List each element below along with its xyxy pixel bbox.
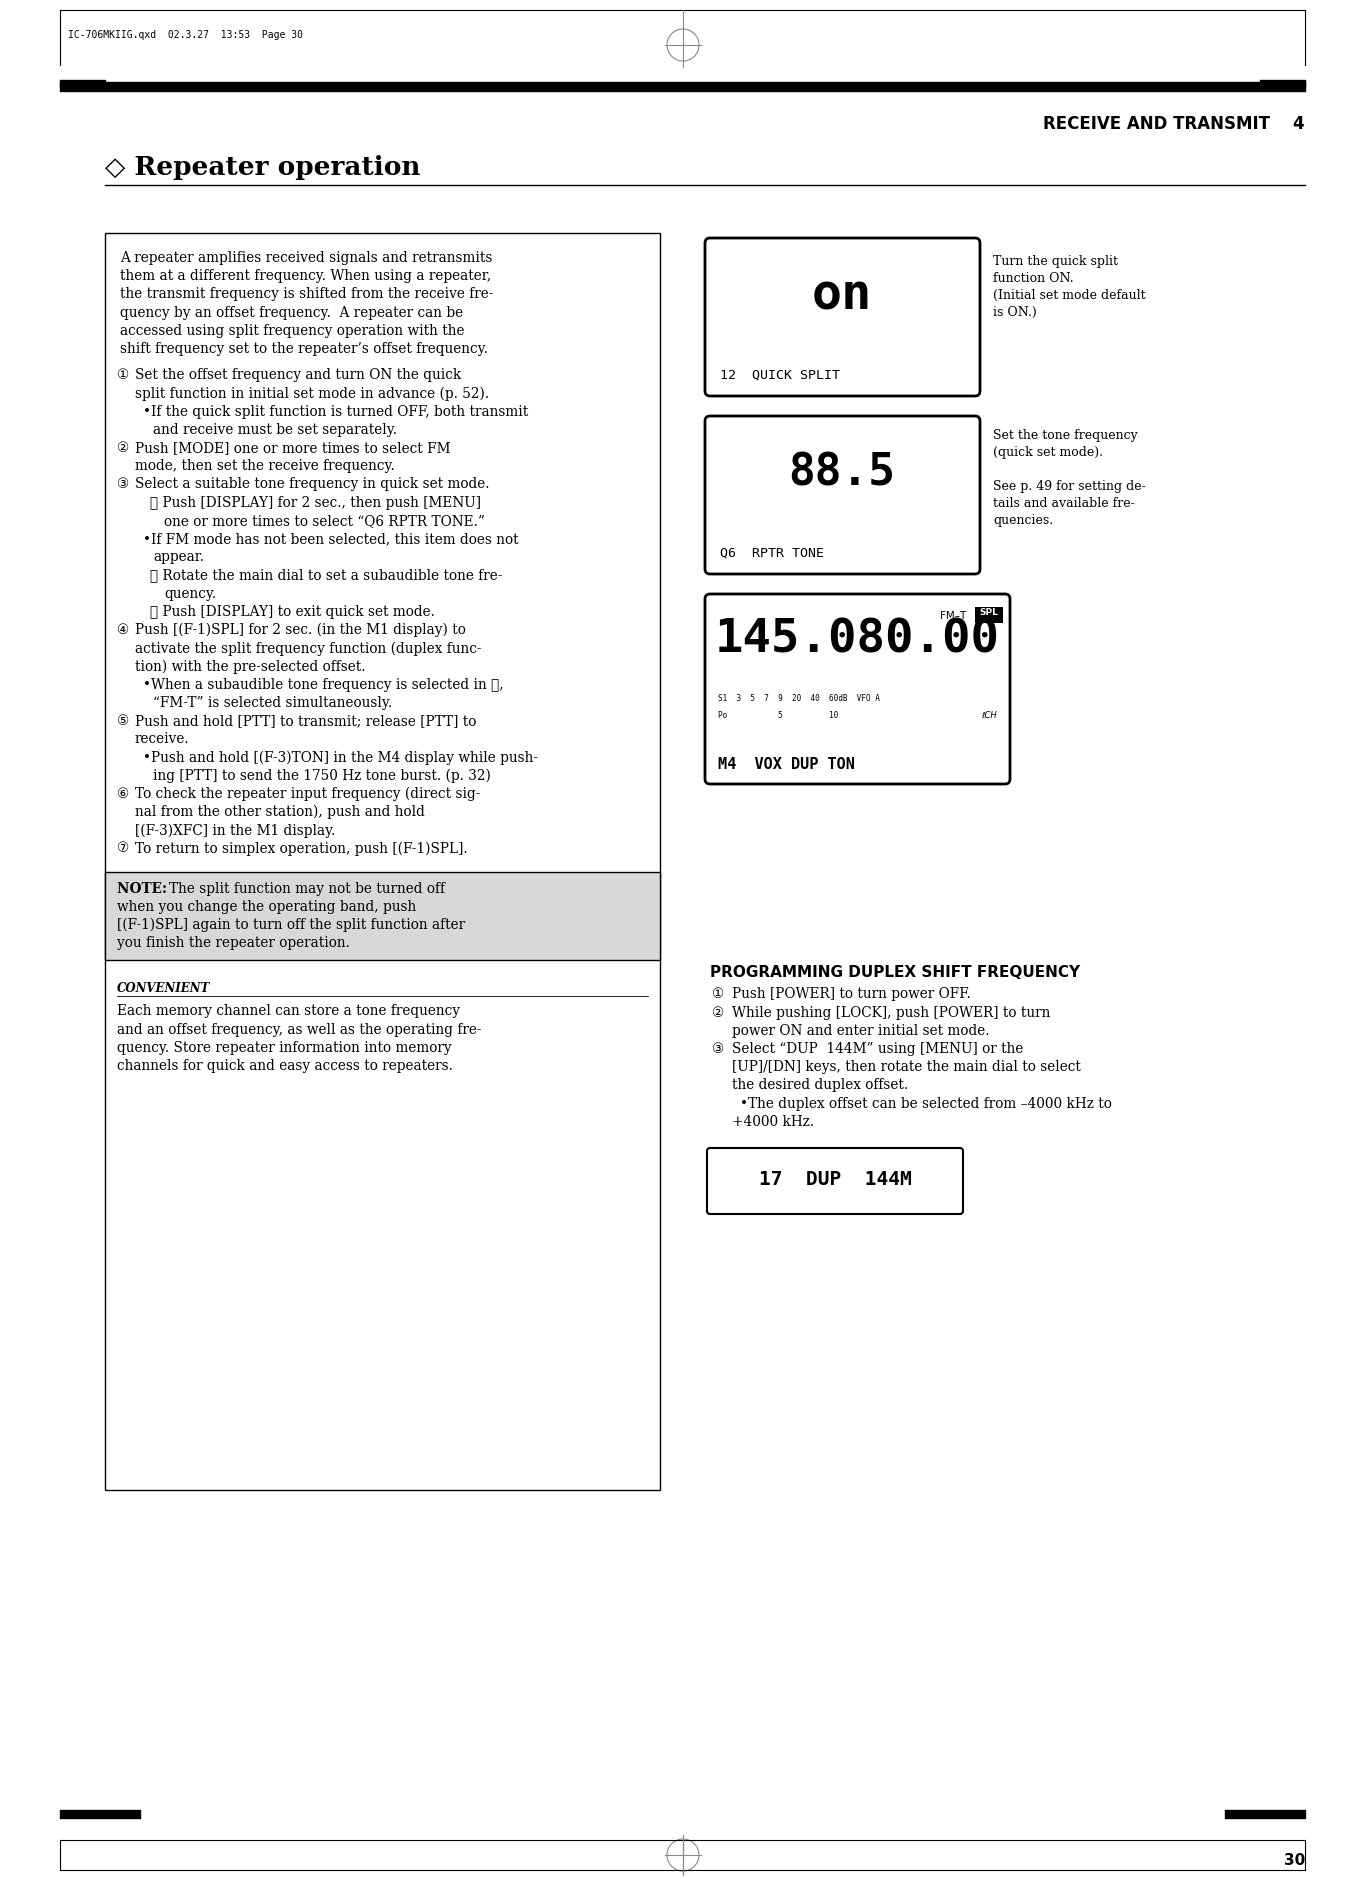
Text: ℓCH: ℓCH xyxy=(981,710,996,720)
Text: To return to simplex operation, push [(F-1)SPL].: To return to simplex operation, push [(F… xyxy=(135,842,468,855)
Text: ➛ Push [DISPLAY] for 2 sec., then push [MENU]: ➛ Push [DISPLAY] for 2 sec., then push [… xyxy=(150,496,480,509)
Text: S1  3  5  7  9  20  40  60dB  VFO A: S1 3 5 7 9 20 40 60dB VFO A xyxy=(718,693,880,703)
Text: function ON.: function ON. xyxy=(992,272,1074,286)
Text: •When a subaudible tone frequency is selected in ③,: •When a subaudible tone frequency is sel… xyxy=(143,678,504,691)
FancyBboxPatch shape xyxy=(105,872,661,960)
Text: Push [(F-1)SPL] for 2 sec. (in the M1 display) to: Push [(F-1)SPL] for 2 sec. (in the M1 di… xyxy=(135,624,465,637)
Text: ➛ Push [DISPLAY] to exit quick set mode.: ➛ Push [DISPLAY] to exit quick set mode. xyxy=(150,605,435,618)
Text: Turn the quick split: Turn the quick split xyxy=(992,256,1118,269)
Text: the transmit frequency is shifted from the receive fre-: the transmit frequency is shifted from t… xyxy=(120,287,493,301)
Text: Push [MODE] one or more times to select FM: Push [MODE] one or more times to select … xyxy=(135,442,450,455)
Text: ➛ Rotate the main dial to set a subaudible tone fre-: ➛ Rotate the main dial to set a subaudib… xyxy=(150,569,502,582)
Text: A repeater amplifies received signals and retransmits: A repeater amplifies received signals an… xyxy=(120,252,493,265)
Text: ing [PTT] to send the 1750 Hz tone burst. (p. 32): ing [PTT] to send the 1750 Hz tone burst… xyxy=(153,769,491,784)
Text: The split function may not be turned off: The split function may not be turned off xyxy=(169,881,445,896)
Text: ⑦: ⑦ xyxy=(117,842,130,855)
Text: nal from the other station), push and hold: nal from the other station), push and ho… xyxy=(135,804,425,819)
Text: ◇ Repeater operation: ◇ Repeater operation xyxy=(105,154,420,180)
Text: •Push and hold [(F-3)TON] in the M4 display while push-: •Push and hold [(F-3)TON] in the M4 disp… xyxy=(143,750,538,765)
Text: one or more times to select “Q6 RPTR TONE.”: one or more times to select “Q6 RPTR TON… xyxy=(164,513,485,528)
Text: on: on xyxy=(812,271,872,319)
Text: To check the repeater input frequency (direct sig-: To check the repeater input frequency (d… xyxy=(135,787,480,800)
Text: 145.080.00: 145.080.00 xyxy=(714,616,999,661)
Text: ①: ① xyxy=(117,368,130,381)
Text: While pushing [LOCK], push [POWER] to turn: While pushing [LOCK], push [POWER] to tu… xyxy=(732,1005,1051,1020)
Text: •If FM mode has not been selected, this item does not: •If FM mode has not been selected, this … xyxy=(143,532,519,547)
Text: [(F-1)SPL] again to turn off the split function after: [(F-1)SPL] again to turn off the split f… xyxy=(117,919,465,932)
Text: Push [POWER] to turn power OFF.: Push [POWER] to turn power OFF. xyxy=(732,986,971,1002)
Text: quency by an offset frequency.  A repeater can be: quency by an offset frequency. A repeate… xyxy=(120,306,463,319)
Text: split function in initial set mode in advance (p. 52).: split function in initial set mode in ad… xyxy=(135,387,489,400)
Text: RECEIVE AND TRANSMIT    4: RECEIVE AND TRANSMIT 4 xyxy=(1043,115,1305,133)
Text: quency. Store repeater information into memory: quency. Store repeater information into … xyxy=(117,1041,452,1054)
Text: ②: ② xyxy=(713,1005,725,1020)
Text: Select a suitable tone frequency in quick set mode.: Select a suitable tone frequency in quic… xyxy=(135,477,490,492)
Text: and receive must be set separately.: and receive must be set separately. xyxy=(153,423,397,436)
Text: ②: ② xyxy=(117,442,130,455)
Text: them at a different frequency. When using a repeater,: them at a different frequency. When usin… xyxy=(120,269,491,284)
Text: PROGRAMMING DUPLEX SHIFT FREQUENCY: PROGRAMMING DUPLEX SHIFT FREQUENCY xyxy=(710,966,1080,981)
Text: when you change the operating band, push: when you change the operating band, push xyxy=(117,900,416,913)
Text: Push and hold [PTT] to transmit; release [PTT] to: Push and hold [PTT] to transmit; release… xyxy=(135,714,476,727)
Text: shift frequency set to the repeater’s offset frequency.: shift frequency set to the repeater’s of… xyxy=(120,342,487,355)
Text: FM–T: FM–T xyxy=(940,611,966,620)
Text: ⑥: ⑥ xyxy=(117,787,130,800)
Text: (quick set mode).: (quick set mode). xyxy=(992,445,1103,458)
Text: 17  DUP  144M: 17 DUP 144M xyxy=(759,1169,912,1189)
Text: •If the quick split function is turned OFF, both transmit: •If the quick split function is turned O… xyxy=(143,404,528,419)
Text: [(F-3)XFC] in the M1 display.: [(F-3)XFC] in the M1 display. xyxy=(135,823,336,838)
FancyBboxPatch shape xyxy=(105,233,661,1490)
Text: is ON.): is ON.) xyxy=(992,306,1037,319)
Text: IC-706MKIIG.qxd  02.3.27  13:53  Page 30: IC-706MKIIG.qxd 02.3.27 13:53 Page 30 xyxy=(68,30,303,39)
Text: ⑤: ⑤ xyxy=(117,714,130,727)
Text: appear.: appear. xyxy=(153,551,203,564)
Text: ④: ④ xyxy=(117,624,130,637)
Text: and an offset frequency, as well as the operating fre-: and an offset frequency, as well as the … xyxy=(117,1022,482,1037)
Text: ③: ③ xyxy=(117,477,130,492)
Text: Set the tone frequency: Set the tone frequency xyxy=(992,428,1138,442)
Text: •The duplex offset can be selected from –4000 kHz to: •The duplex offset can be selected from … xyxy=(740,1097,1112,1110)
Text: quencies.: quencies. xyxy=(992,515,1054,526)
Text: Set the offset frequency and turn ON the quick: Set the offset frequency and turn ON the… xyxy=(135,368,461,381)
Text: 88.5: 88.5 xyxy=(789,451,895,494)
Text: [UP]/[DN] keys, then rotate the main dial to select: [UP]/[DN] keys, then rotate the main dia… xyxy=(732,1060,1081,1075)
Text: Q6  RPTR TONE: Q6 RPTR TONE xyxy=(719,547,824,560)
Text: +4000 kHz.: +4000 kHz. xyxy=(732,1114,814,1129)
Text: mode, then set the receive frequency.: mode, then set the receive frequency. xyxy=(135,458,394,474)
FancyBboxPatch shape xyxy=(704,239,980,396)
Text: Select “DUP  144M” using [MENU] or the: Select “DUP 144M” using [MENU] or the xyxy=(732,1043,1024,1056)
Text: power ON and enter initial set mode.: power ON and enter initial set mode. xyxy=(732,1024,990,1037)
Text: NOTE:: NOTE: xyxy=(117,881,172,896)
Text: ①: ① xyxy=(713,986,725,1002)
Text: ③: ③ xyxy=(713,1043,725,1056)
Text: SPL: SPL xyxy=(980,609,998,616)
Text: (Initial set mode default: (Initial set mode default xyxy=(992,289,1145,303)
Text: 30: 30 xyxy=(1283,1853,1305,1868)
FancyBboxPatch shape xyxy=(704,594,1010,784)
Text: M4  VOX DUP TON: M4 VOX DUP TON xyxy=(718,757,854,772)
Text: CONVENIENT: CONVENIENT xyxy=(117,983,210,996)
Text: Po           5          10: Po 5 10 xyxy=(718,710,838,720)
Text: accessed using split frequency operation with the: accessed using split frequency operation… xyxy=(120,323,464,338)
Text: the desired duplex offset.: the desired duplex offset. xyxy=(732,1079,908,1092)
Text: activate the split frequency function (duplex func-: activate the split frequency function (d… xyxy=(135,641,482,656)
Text: tails and available fre-: tails and available fre- xyxy=(992,498,1134,509)
Text: quency.: quency. xyxy=(164,586,216,601)
Text: See p. 49 for setting de-: See p. 49 for setting de- xyxy=(992,479,1145,492)
Text: “FM-T” is selected simultaneously.: “FM-T” is selected simultaneously. xyxy=(153,695,392,710)
FancyBboxPatch shape xyxy=(704,415,980,573)
FancyBboxPatch shape xyxy=(707,1148,962,1214)
Text: Each memory channel can store a tone frequency: Each memory channel can store a tone fre… xyxy=(117,1005,460,1018)
Text: tion) with the pre-selected offset.: tion) with the pre-selected offset. xyxy=(135,660,366,675)
Bar xyxy=(975,607,1003,624)
Text: 12  QUICK SPLIT: 12 QUICK SPLIT xyxy=(719,368,839,381)
Text: you finish the repeater operation.: you finish the repeater operation. xyxy=(117,936,349,951)
Text: channels for quick and easy access to repeaters.: channels for quick and easy access to re… xyxy=(117,1060,453,1073)
Text: receive.: receive. xyxy=(135,733,190,746)
